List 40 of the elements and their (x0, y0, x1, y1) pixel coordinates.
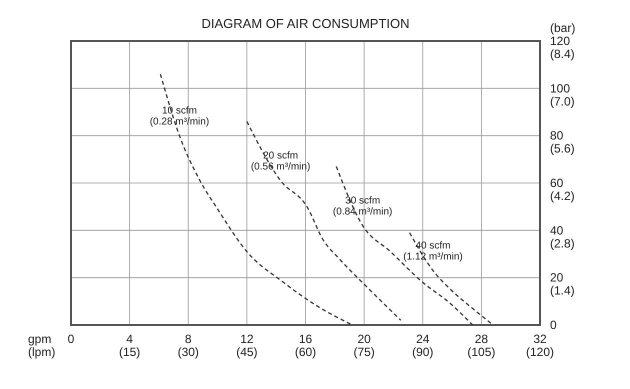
x2-tick-label: (45) (236, 345, 258, 359)
x-tick-label: 16 (298, 332, 312, 346)
y-tick-label: 80 (550, 128, 564, 143)
x-tick-label: 24 (416, 332, 430, 346)
line-series (336, 166, 474, 326)
series-label: 30 scfm (0.84 m³/min) (332, 196, 392, 218)
y2-tick-label: (5.6) (550, 142, 575, 156)
x-tick-label: 28 (474, 332, 488, 346)
x2-tick-label: (75) (353, 345, 375, 359)
y-tick-label: 120 (550, 34, 570, 48)
x-tick-label: 4 (126, 332, 134, 346)
y-tick-label: 20 (550, 270, 564, 285)
x2-axis-title: (lpm) (28, 345, 56, 359)
y2-tick-label: (4.2) (550, 189, 575, 203)
line-series (246, 120, 402, 321)
y2-axis-title: (bar) (550, 21, 576, 35)
series-label: 20 scfm (0.56 m³/min) (250, 150, 310, 173)
x-tick-label: 20 (357, 332, 372, 346)
series-label: 40 scfm (1.12 m³/min) (403, 240, 463, 263)
x-tick-label: 12 (240, 332, 254, 346)
series-label: 10 scfm (0.28 m³/min) (150, 106, 210, 128)
y2-tick-label: (2.8) (550, 236, 575, 250)
x2-tick-label: (15) (118, 345, 140, 359)
x-tick-label: 0 (68, 332, 75, 346)
x2-tick-label: (60) (294, 345, 316, 359)
x2-tick-label: (90) (412, 345, 434, 359)
y-tick-label: 0 (550, 318, 557, 332)
y2-tick-label: (7.0) (550, 94, 575, 108)
y-tick-label: 60 (550, 176, 564, 190)
y-tick-label: 100 (550, 81, 570, 96)
chart-title: DIAGRAM OF AIR CONSUMPTION (201, 16, 410, 31)
y2-tick-label: (1.4) (550, 284, 575, 298)
x-tick-label: 32 (533, 332, 547, 346)
y-tick-label: 40 (550, 223, 564, 238)
x-axis-title: gpm (28, 332, 52, 346)
x2-tick-label: (105) (467, 345, 496, 359)
x-tick-label: 8 (184, 332, 192, 346)
x2-tick-label: (120) (526, 345, 554, 359)
y2-tick-label: (8.4) (550, 47, 575, 61)
x2-tick-label: (30) (178, 345, 199, 359)
